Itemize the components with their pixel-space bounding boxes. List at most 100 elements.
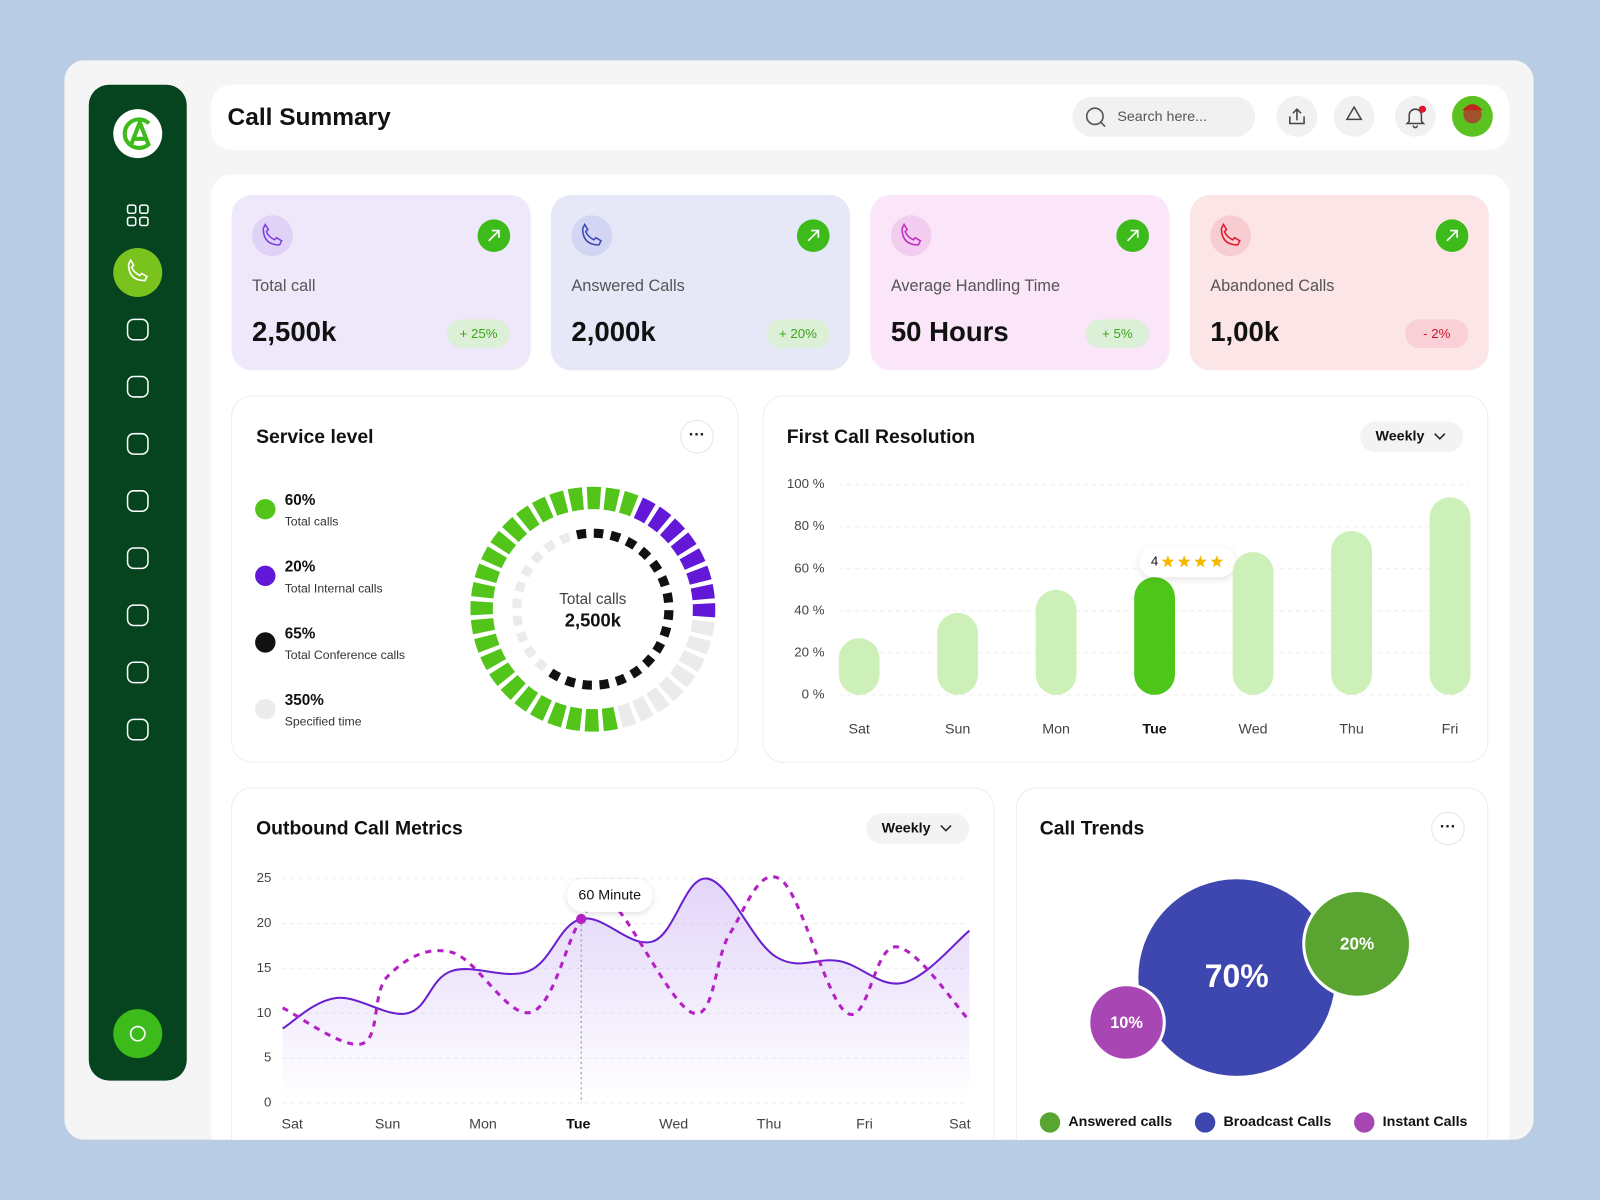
search-box[interactable] xyxy=(1072,96,1256,137)
nav-icon[interactable] xyxy=(126,490,149,512)
stat-change: + 5% xyxy=(1102,326,1133,341)
star xyxy=(1177,555,1191,568)
stat-icon-bg xyxy=(252,215,293,257)
icon-part xyxy=(126,490,149,512)
nav-icon[interactable] xyxy=(126,432,149,455)
donut-segment xyxy=(481,546,508,569)
x-tick-label: Wed xyxy=(659,1116,688,1132)
donut-segment xyxy=(480,648,507,671)
donut-segment xyxy=(531,496,554,523)
tooltip-text: 60 Minute xyxy=(578,887,641,903)
stat-value: 50 Hours xyxy=(891,316,1009,347)
donut-segment xyxy=(632,695,654,722)
icon-part xyxy=(126,375,149,398)
donut-inner-segment xyxy=(663,610,674,621)
bar xyxy=(1331,530,1372,695)
star xyxy=(1194,555,1207,568)
icon-part xyxy=(127,258,149,282)
donut-segment xyxy=(603,487,621,512)
notification-button[interactable] xyxy=(1394,95,1436,137)
search-icon-handle xyxy=(1100,121,1106,128)
bubble-label: 20% xyxy=(1340,934,1374,953)
stat-icon-bg xyxy=(890,215,932,257)
donut-segment xyxy=(516,505,540,532)
x-tick-label: Wed xyxy=(1239,721,1268,737)
chevron xyxy=(1434,433,1446,440)
legend-value: 350% xyxy=(285,692,325,709)
star xyxy=(1161,555,1175,568)
donut-inner-segment xyxy=(534,658,548,672)
donut-segment xyxy=(679,548,706,570)
filter-dropdown[interactable] xyxy=(1360,421,1464,453)
nav-icon[interactable] xyxy=(126,604,149,627)
donut-segment xyxy=(474,563,501,584)
donut-segment xyxy=(647,506,672,533)
y-tick-label: 100 % xyxy=(787,476,825,491)
icon-part xyxy=(139,216,149,227)
nav-icon[interactable] xyxy=(127,258,149,282)
card-title: Call Trends xyxy=(1040,818,1144,840)
x-tick-label: Sat xyxy=(949,1116,970,1132)
highlight-point xyxy=(576,913,587,925)
donut-segment xyxy=(547,701,567,728)
nav-icon[interactable] xyxy=(126,375,149,398)
legend-label: Instant Calls xyxy=(1383,1114,1468,1130)
trend-arrow xyxy=(1126,229,1139,242)
y-tick-label: 10 xyxy=(257,1005,272,1020)
donut-inner-segment xyxy=(543,539,557,553)
bar xyxy=(1035,589,1077,695)
legend-label: Broadcast Calls xyxy=(1223,1114,1331,1130)
theme-toggle[interactable] xyxy=(113,1009,163,1059)
donut-inner-segment xyxy=(512,598,523,609)
donut-inner-segment xyxy=(609,530,622,543)
nav-icon[interactable] xyxy=(126,661,149,684)
card-title: Outbound Call Metrics xyxy=(256,818,463,840)
icon-part xyxy=(139,204,149,215)
y-tick-label: 0 xyxy=(264,1095,271,1110)
donut-inner-segment xyxy=(642,654,656,668)
change-pill xyxy=(1405,319,1469,348)
x-tick-label: Tue xyxy=(1142,721,1166,737)
x-tick-label: Fri xyxy=(1442,721,1459,737)
y-tick-label: 60 % xyxy=(794,560,824,575)
donut-inner-segment xyxy=(523,645,537,659)
avatar-hair xyxy=(1462,104,1483,111)
donut-segment xyxy=(690,584,715,601)
donut-segment xyxy=(514,685,539,712)
icon-part xyxy=(126,318,149,341)
nav-active[interactable] xyxy=(113,247,163,297)
bar xyxy=(1429,497,1471,695)
icon-part xyxy=(126,718,149,741)
legend-label: Answered calls xyxy=(1068,1114,1172,1130)
nav-icon[interactable] xyxy=(126,318,149,341)
more-button[interactable] xyxy=(680,419,714,454)
donut-inner-segment xyxy=(530,550,544,564)
stat-value: 1,00k xyxy=(1210,316,1280,347)
x-tick-label: Sun xyxy=(945,721,970,737)
logo xyxy=(113,109,163,159)
bubble-label: 10% xyxy=(1110,1014,1143,1032)
more-button[interactable] xyxy=(1431,811,1465,846)
stat-icon xyxy=(262,222,283,246)
upload-icon xyxy=(1289,108,1305,125)
nav-icon[interactable] xyxy=(126,547,149,570)
donut-segment xyxy=(678,650,705,672)
y-tick-label: 15 xyxy=(257,960,272,975)
nav-icon[interactable] xyxy=(126,718,149,741)
x-tick-label: Sat xyxy=(848,721,869,737)
donut-segment xyxy=(474,633,500,653)
stat-value: 2,500k xyxy=(252,316,337,347)
x-tick-label: Mon xyxy=(469,1116,497,1132)
more-dots: ··· xyxy=(689,426,705,444)
network-button[interactable] xyxy=(1333,95,1375,137)
donut-segment xyxy=(669,663,696,688)
nav-icon[interactable] xyxy=(126,204,149,227)
rating-value: 4 xyxy=(1151,553,1158,568)
filter-dropdown[interactable] xyxy=(866,813,970,844)
donut-segment xyxy=(567,487,584,512)
donut-inner-segment xyxy=(516,631,529,644)
donut-segment xyxy=(618,490,639,517)
trend-arrow xyxy=(1446,229,1458,242)
donut-inner-segment xyxy=(629,665,643,679)
donut-inner-segment xyxy=(520,564,534,578)
